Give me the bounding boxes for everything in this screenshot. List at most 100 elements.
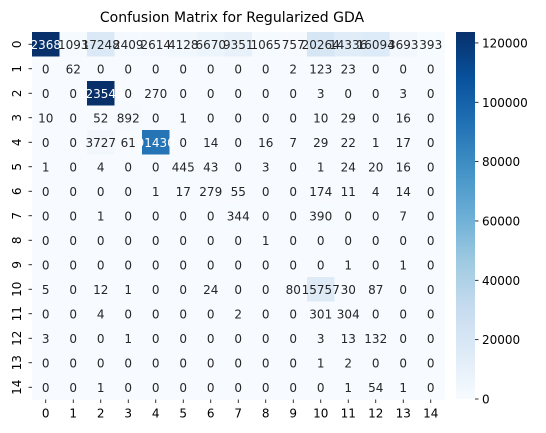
cell-value-label: 0	[42, 234, 50, 248]
heatmap-cell	[417, 81, 445, 106]
cell-value-label: 0	[124, 307, 132, 321]
heatmap-cell	[252, 375, 280, 400]
cell-value-label: 0	[207, 87, 215, 101]
cell-value-label: 17	[396, 136, 411, 150]
cell-value-label: 0	[42, 356, 50, 370]
heatmap-cell	[87, 375, 115, 400]
cell-value-label: 0	[262, 356, 270, 370]
cell-value-label: 0	[372, 258, 380, 272]
x-tick-label: 7	[234, 407, 242, 421]
heatmap-cell	[224, 252, 253, 278]
heatmap-cell	[279, 228, 308, 253]
heatmap-cell	[87, 56, 115, 82]
y-tick-label: 12	[10, 331, 24, 346]
cell-value-label: 0	[124, 234, 132, 248]
cell-value-label: 0	[427, 332, 435, 346]
colorbar-tick-label: 20000	[482, 333, 520, 347]
cell-value-label: 91430	[137, 136, 175, 150]
heatmap-cell	[142, 252, 170, 278]
heatmap-cell	[307, 130, 335, 155]
colorbar-ticks: 0 20000 40000 60000 80000 100000 120000	[475, 36, 528, 407]
cell-value-label: 16094	[357, 38, 395, 52]
heatmap-cell	[59, 130, 88, 155]
heatmap-cell	[59, 228, 88, 253]
cell-value-label: 0	[42, 136, 50, 150]
heatmap-cell	[197, 130, 225, 155]
heatmap-cell	[362, 252, 390, 278]
heatmap-cell	[32, 301, 60, 327]
heatmap-cell	[279, 301, 308, 327]
heatmap-cell	[224, 203, 253, 229]
y-tick-label: 9	[10, 261, 24, 269]
heatmap-cell	[334, 32, 363, 57]
cell-value-label: 0	[124, 356, 132, 370]
heatmap-cell	[252, 203, 280, 229]
cell-value-label: 3	[317, 87, 325, 101]
heatmap-cell	[197, 32, 225, 57]
x-tick-label: 4	[152, 407, 160, 421]
heatmap-cell	[224, 32, 253, 57]
heatmap-cell	[252, 277, 280, 302]
cell-value-label: 0	[124, 160, 132, 174]
cell-value-label: 0	[289, 111, 297, 125]
y-tick-label: 7	[10, 212, 24, 220]
x-tick-label: 1	[69, 407, 77, 421]
heatmap-cell	[389, 56, 418, 82]
heatmap-cell	[114, 277, 143, 302]
heatmap-cell	[389, 32, 418, 57]
heatmap-cell	[362, 228, 390, 253]
cell-value-label: 0	[372, 356, 380, 370]
cell-value-label: 16	[258, 136, 273, 150]
heatmap-cell	[142, 350, 170, 376]
heatmap-cell	[279, 203, 308, 229]
cell-value-label: 0	[207, 209, 215, 223]
cell-value-label: 0	[372, 234, 380, 248]
cell-value-label: 29	[341, 111, 356, 125]
heatmap-cell	[417, 179, 445, 204]
cell-value-label: 0	[152, 356, 160, 370]
cell-value-label: 1	[97, 209, 105, 223]
heatmap-cell	[142, 375, 170, 400]
heatmap-cell	[169, 105, 198, 131]
cell-value-label: 1065	[250, 38, 281, 52]
cell-value-label: 6670	[195, 38, 226, 52]
heatmap-cell	[59, 56, 88, 82]
heatmap-cell	[417, 203, 445, 229]
heatmap-cell	[87, 326, 115, 351]
cell-value-label: 1	[179, 111, 187, 125]
heatmap-cell	[307, 154, 335, 180]
cell-value-label: 17	[176, 185, 191, 199]
cell-value-label: 0	[42, 258, 50, 272]
heatmap-cell	[279, 179, 308, 204]
cell-value-label: 0	[207, 111, 215, 125]
cell-value-label: 0	[427, 160, 435, 174]
cell-value-label: 0	[42, 87, 50, 101]
heatmap-cell	[87, 301, 115, 327]
cell-value-label: 0	[399, 234, 407, 248]
heatmap-cell	[114, 350, 143, 376]
cell-value-label: 0	[427, 185, 435, 199]
y-tick-label: 3	[10, 114, 24, 122]
cell-value-label: 0	[289, 160, 297, 174]
heatmap-cell	[389, 154, 418, 180]
heatmap-cell	[169, 56, 198, 82]
cell-value-label: 0	[289, 258, 297, 272]
heatmap-cell	[114, 179, 143, 204]
cell-value-label: 304	[337, 307, 360, 321]
cell-value-label: 0	[234, 332, 242, 346]
heatmap-cell	[334, 252, 363, 278]
heatmap-cell	[87, 350, 115, 376]
x-tick-label: 2	[97, 407, 105, 421]
heatmap-cell	[142, 203, 170, 229]
cell-value-label: 0	[97, 332, 105, 346]
cell-value-label: 0	[372, 62, 380, 76]
heatmap-cell	[389, 179, 418, 204]
cell-value-label: 0	[427, 283, 435, 297]
heatmap-cell	[32, 203, 60, 229]
cell-value-label: 0	[289, 381, 297, 395]
heatmap-cell	[114, 154, 143, 180]
cell-value-label: 12	[93, 283, 108, 297]
cell-value-label: 1	[97, 381, 105, 395]
heatmap-cell	[252, 32, 280, 57]
heatmap-cell	[362, 81, 390, 106]
